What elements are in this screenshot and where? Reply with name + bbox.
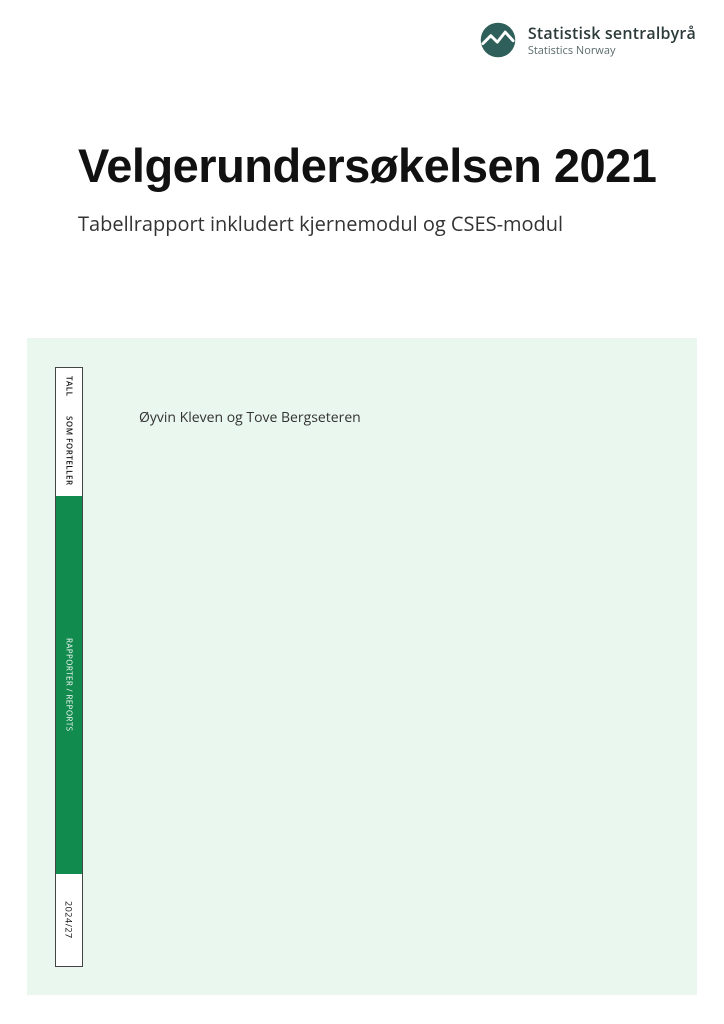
ssb-logo-mark — [480, 22, 516, 58]
report-title: Velgerundersøkelsen 2021 — [78, 140, 684, 192]
spine-segment-issue: 2024/27 — [55, 874, 83, 967]
spine-segment-som-forteller: SOM FORTELLER — [55, 405, 83, 496]
title-block: Velgerundersøkelsen 2021 Tabellrapport i… — [78, 140, 684, 237]
cover-panel: TALL SOM FORTELLER RAPPORTER / REPORTS 2… — [27, 338, 697, 995]
logo-line2: Statistics Norway — [528, 45, 696, 56]
spine-label-4: 2024/27 — [63, 901, 76, 939]
spine-label-1: TALL — [64, 376, 75, 397]
spine-segment-tall: TALL — [55, 367, 83, 405]
report-cover-page: Statistisk sentralbyrå Statistics Norway… — [0, 0, 724, 1024]
spine: TALL SOM FORTELLER RAPPORTER / REPORTS 2… — [55, 367, 83, 967]
authors: Øyvin Kleven og Tove Bergseteren — [139, 408, 361, 427]
report-subtitle: Tabellrapport inkludert kjernemodul og C… — [78, 210, 684, 237]
spine-segment-reports: RAPPORTER / REPORTS — [55, 496, 83, 874]
logo-line1: Statistisk sentralbyrå — [528, 25, 696, 41]
ssb-logo-text: Statistisk sentralbyrå Statistics Norway — [528, 25, 696, 56]
spine-label-3: RAPPORTER / REPORTS — [64, 638, 75, 731]
ssb-logo: Statistisk sentralbyrå Statistics Norway — [480, 22, 696, 58]
spine-label-2: SOM FORTELLER — [64, 416, 75, 486]
